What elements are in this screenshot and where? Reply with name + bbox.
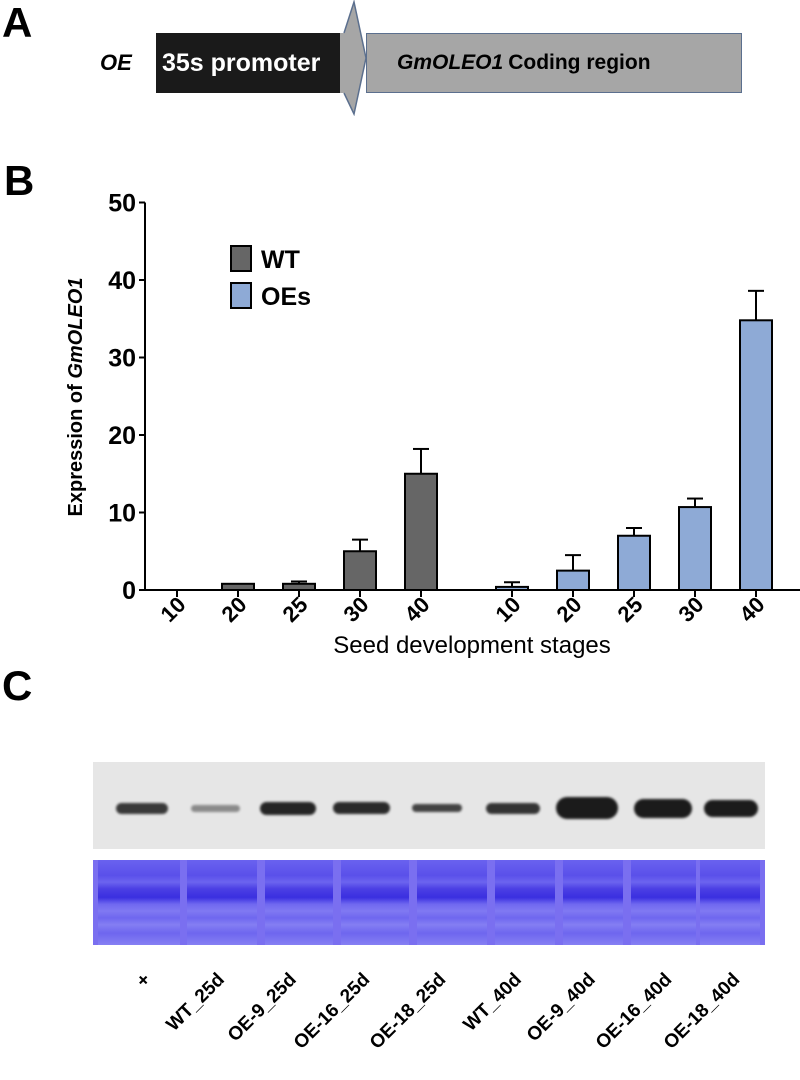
bar-wt-30 bbox=[343, 550, 377, 591]
x-tick-label: 25 bbox=[278, 592, 313, 627]
x-tick-label: 30 bbox=[339, 592, 374, 627]
x-tick-label: 30 bbox=[674, 592, 709, 627]
y-axis: 0 10 20 30 40 50 bbox=[108, 190, 146, 605]
bar-wt-40 bbox=[404, 472, 438, 591]
coomassie-gel-image bbox=[93, 860, 765, 945]
x-axis-label: Seed development stages bbox=[333, 632, 611, 659]
panel-a-letter: A bbox=[2, 0, 33, 46]
bars bbox=[221, 289, 773, 592]
lane-label: WT_40d bbox=[459, 969, 527, 1036]
lane-label: OE-16_40d bbox=[591, 969, 677, 1054]
legend-swatch-wt bbox=[230, 245, 252, 272]
gel-lane bbox=[631, 860, 696, 945]
y-tick-label: 40 bbox=[108, 267, 136, 295]
blot-band bbox=[116, 802, 168, 814]
blot-band bbox=[412, 804, 462, 812]
gel-lane bbox=[417, 860, 487, 945]
bar-oes-10 bbox=[495, 585, 529, 592]
construct-row-label: OE bbox=[100, 50, 132, 75]
blot-band bbox=[486, 802, 540, 814]
x-tick-label: 10 bbox=[156, 592, 191, 627]
y-tick-label: 20 bbox=[108, 422, 136, 450]
legend-label-oes: OEs bbox=[261, 283, 311, 311]
y-tick-label: 50 bbox=[108, 190, 136, 218]
blot-band bbox=[634, 798, 692, 818]
bar-wt-25 bbox=[282, 582, 316, 591]
bar-oes-40 bbox=[739, 319, 773, 591]
legend-swatch-oes bbox=[230, 282, 252, 309]
chart-legend: WT OEs bbox=[230, 245, 311, 311]
legend-label-wt: WT bbox=[261, 246, 300, 274]
gel-lane bbox=[495, 860, 555, 945]
lane-label: OE-9_40d bbox=[523, 969, 601, 1047]
lane-label: OE-18_40d bbox=[659, 969, 745, 1054]
lane-label: OE-18_25d bbox=[365, 969, 451, 1054]
blot-band bbox=[333, 802, 390, 814]
y-tick-label: 10 bbox=[108, 500, 136, 528]
gel-lane bbox=[187, 860, 257, 945]
blot-band bbox=[556, 797, 618, 819]
panel-c-letter: C bbox=[2, 662, 33, 709]
bar-wt-20 bbox=[221, 582, 255, 591]
y-tick-label: 30 bbox=[108, 345, 136, 373]
blot-band bbox=[191, 804, 240, 812]
x-tick-label: 20 bbox=[217, 592, 252, 627]
blot-band bbox=[260, 801, 316, 815]
coding-region-label: Coding region bbox=[508, 51, 651, 74]
gel-lane bbox=[700, 860, 760, 945]
coding-gene-name: GmOLEO1 bbox=[397, 51, 504, 74]
lane-label: + bbox=[132, 969, 156, 992]
x-tick-label: 40 bbox=[735, 592, 770, 627]
gel-lane bbox=[265, 860, 333, 945]
coding-region-box: GmOLEO1 Coding region bbox=[366, 33, 742, 93]
x-tick-label: 40 bbox=[400, 592, 435, 627]
panel-b-letter: B bbox=[4, 157, 35, 204]
promoter-label: 35s promoter bbox=[162, 48, 321, 77]
lane-label: OE-16_25d bbox=[290, 969, 375, 1054]
x-tick-label: 25 bbox=[613, 592, 648, 627]
lane-label: OE-9_25d bbox=[224, 969, 302, 1047]
gel-lane bbox=[98, 860, 180, 945]
y-tick-label: 0 bbox=[122, 577, 136, 605]
x-tick-label: 20 bbox=[552, 592, 587, 627]
expression-bar-chart: 0 10 20 30 40 50 10 20 25 30 40 10 20 25 30 40 Express… bbox=[65, 190, 800, 659]
lane-label: WT_25d bbox=[162, 969, 229, 1036]
x-tick-label: 10 bbox=[491, 592, 526, 627]
promoter-35s-box: 35s promoter bbox=[156, 33, 342, 93]
x-axis: 10 20 25 30 40 10 20 25 30 40 bbox=[145, 589, 800, 627]
gel-lane bbox=[341, 860, 409, 945]
bar-oes-20 bbox=[556, 569, 590, 591]
bar-oes-25 bbox=[617, 534, 651, 591]
blot-band bbox=[704, 799, 758, 817]
gel-lane bbox=[563, 860, 623, 945]
y-axis-label: Expression of GmOLEO1 bbox=[65, 278, 87, 517]
bar-oes-30 bbox=[678, 506, 712, 592]
western-blot-image bbox=[93, 762, 765, 849]
